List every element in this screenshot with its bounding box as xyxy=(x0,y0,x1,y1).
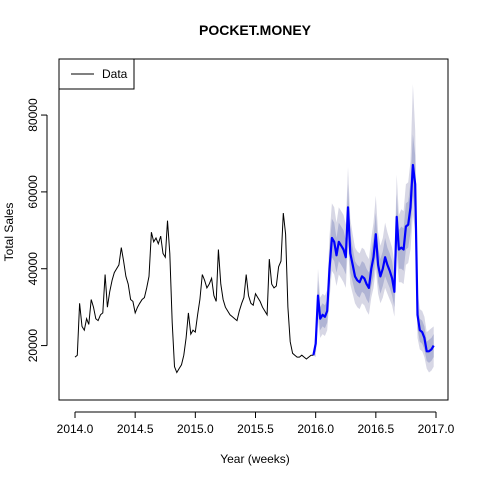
series-line-data xyxy=(74,212,314,374)
y-axis-label: Total Sales xyxy=(2,203,16,262)
x-tick-label: 2016.5 xyxy=(357,422,394,436)
y-tick-label: 20000 xyxy=(26,329,40,363)
y-tick-label: 80000 xyxy=(26,98,40,132)
x-tick-label: 2017.0 xyxy=(418,422,455,436)
prediction-band-outer xyxy=(313,84,434,373)
series-lines xyxy=(74,163,435,374)
x-axis-label: Year (weeks) xyxy=(220,452,290,466)
x-tick-label: 2014.5 xyxy=(117,422,154,436)
series-line-forecast xyxy=(312,163,435,356)
x-tick-label: 2015.0 xyxy=(177,422,214,436)
legend: Data xyxy=(58,58,135,90)
x-tick-label: 2014.0 xyxy=(57,422,94,436)
x-tick-label: 2015.5 xyxy=(237,422,274,436)
legend-label-data: Data xyxy=(102,67,128,81)
chart-title: POCKET.MONEY xyxy=(199,22,312,38)
y-tick-label: 60000 xyxy=(26,175,40,209)
y-tick-label: 40000 xyxy=(26,252,40,286)
x-axis: 2014.0 2014.5 2015.0 2015.5 2016.0 2016.5 2017… xyxy=(57,411,455,436)
x-tick-label: 2016.0 xyxy=(297,422,334,436)
y-axis: 20000 40000 60000 80000 xyxy=(26,98,48,363)
plot-frame xyxy=(58,58,449,401)
